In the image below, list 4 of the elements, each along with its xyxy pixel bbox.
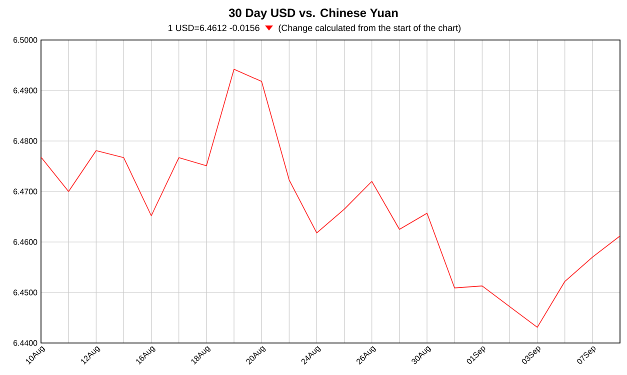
chart-subtitle: 1 USD=6.4612 -0.0156 [168, 24, 260, 32]
chart-title: 30 Day USD vs. Chinese Yuan [228, 8, 398, 20]
text: (Change calculated from the start of the chart) [278, 24, 461, 33]
line-series [41, 68, 620, 328]
